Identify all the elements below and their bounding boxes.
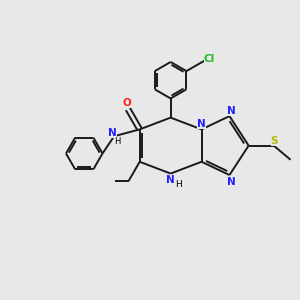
Text: Cl: Cl	[204, 54, 215, 64]
Text: N: N	[108, 128, 117, 138]
Text: H: H	[176, 180, 182, 189]
Text: O: O	[122, 98, 131, 108]
Text: N: N	[197, 119, 206, 129]
Text: S: S	[271, 136, 278, 146]
Text: N: N	[226, 176, 235, 187]
Text: H: H	[114, 137, 120, 146]
Text: N: N	[166, 175, 174, 185]
Text: N: N	[226, 106, 235, 116]
